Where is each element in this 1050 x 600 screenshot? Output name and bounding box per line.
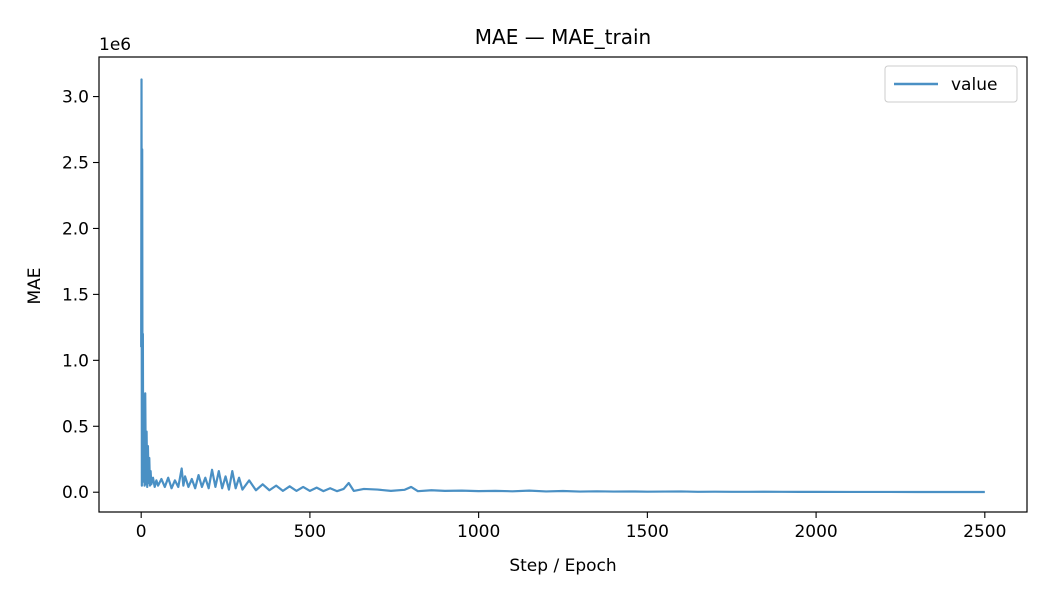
x-tick-label: 0 — [136, 522, 147, 542]
x-tick-label: 1500 — [626, 522, 669, 542]
y-tick-label: 3.0 — [62, 88, 89, 108]
x-tick-label: 1000 — [457, 522, 500, 542]
series-line-value — [140, 78, 985, 494]
legend-box — [884, 65, 1018, 103]
x-tick-label: 2000 — [794, 522, 837, 542]
y-tick-label: 1.5 — [62, 285, 89, 305]
y-tick-label: 0.5 — [62, 417, 89, 437]
y-tick-label: 1.0 — [62, 351, 89, 371]
y-offset-label: 1e6 — [99, 35, 131, 55]
legend-label-value: value — [951, 75, 997, 95]
chart-title: MAE — MAE_train — [475, 25, 651, 49]
y-tick-label: 0.0 — [62, 483, 89, 503]
legend: value — [884, 65, 1018, 103]
y-axis-title: MAE — [25, 267, 45, 304]
y-tick-label: 2.5 — [62, 154, 89, 174]
x-axis: 0 500 1000 1500 2000 2500 — [136, 512, 1006, 542]
y-axis: 0.0 0.5 1.0 1.5 2.0 2.5 3.0 — [62, 88, 99, 503]
x-tick-label: 500 — [294, 522, 326, 542]
y-tick-label: 2.0 — [62, 219, 89, 239]
plot-area — [140, 78, 985, 494]
x-axis-title: Step / Epoch — [509, 556, 616, 576]
plot-frame — [98, 56, 1028, 513]
x-tick-label: 2500 — [963, 522, 1006, 542]
